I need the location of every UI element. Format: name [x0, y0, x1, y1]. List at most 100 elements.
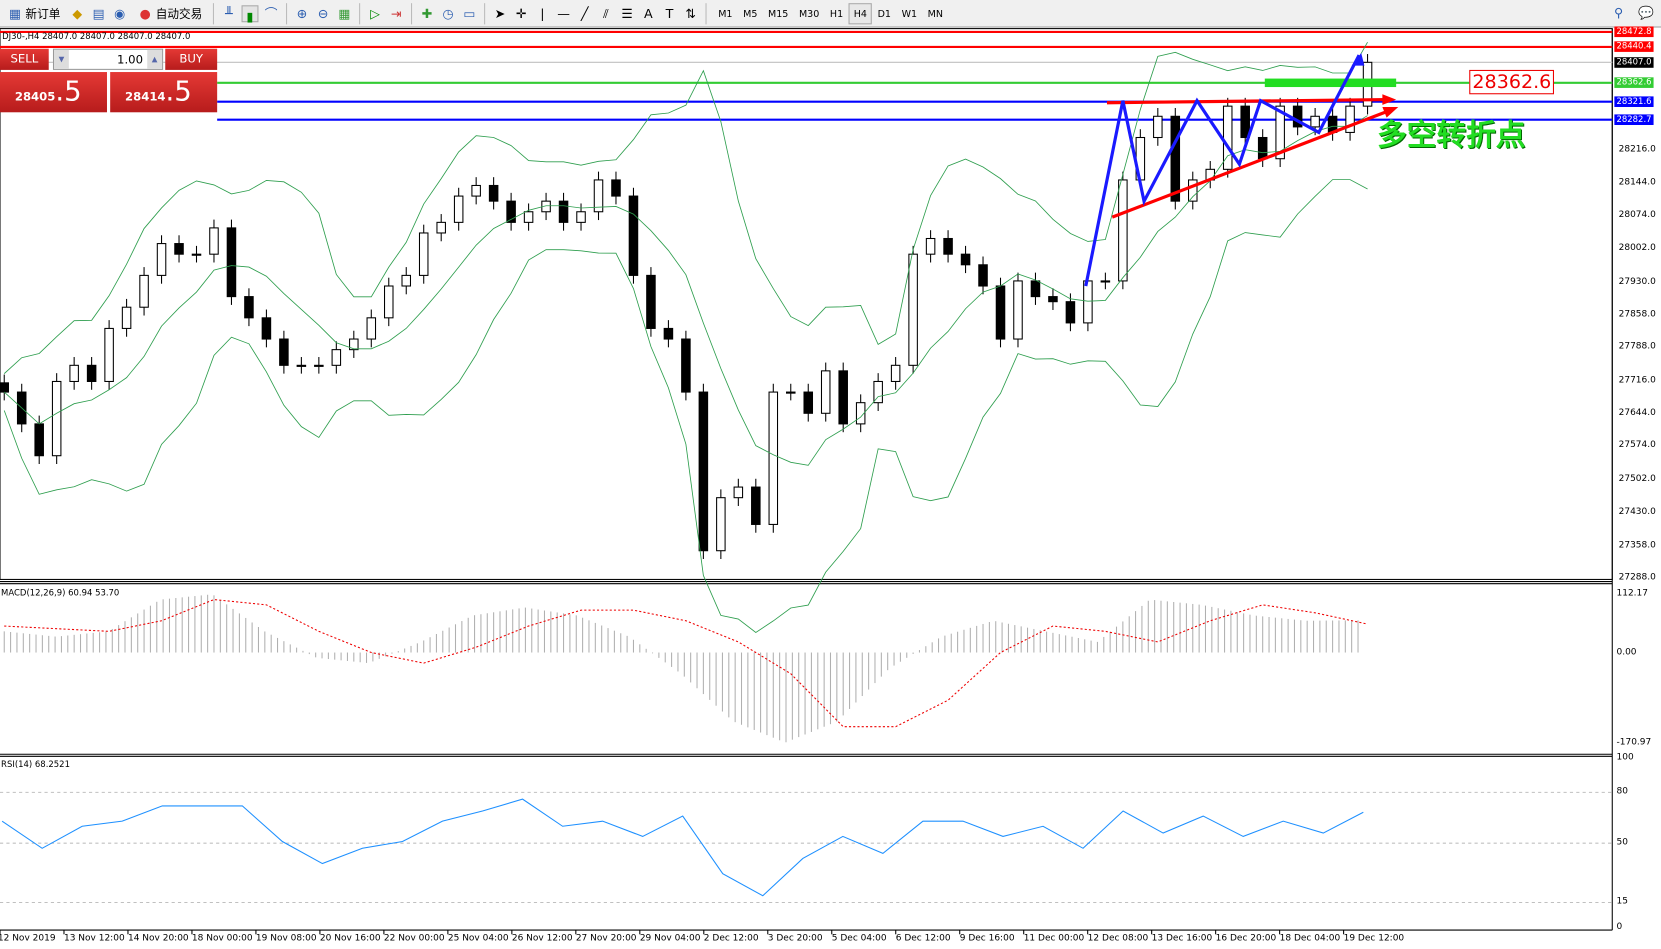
chart-shift-icon[interactable]: ⇥	[390, 5, 402, 21]
turning-point-annotation[interactable]: 多空转折点	[1377, 117, 1526, 153]
time-tick-label: 5 Dec 04:00	[831, 933, 887, 944]
timeframe-m30[interactable]: M30	[798, 9, 820, 20]
candle	[1170, 115, 1181, 202]
macd-tick-label: 112.17	[1616, 587, 1649, 599]
candle	[69, 364, 79, 382]
timeframe-h1[interactable]: H1	[829, 9, 844, 20]
fibonacci-icon[interactable]: ☰	[621, 5, 633, 21]
time-tick-label: 20 Nov 16:00	[319, 933, 381, 944]
price-tick-label: 27716.0	[1618, 374, 1656, 386]
auto-scroll-icon[interactable]: ▷	[370, 5, 380, 21]
equidistant-channel-icon[interactable]: ⫽	[603, 5, 609, 21]
sell-price[interactable]: 28405.5	[0, 72, 107, 113]
candle	[471, 184, 481, 197]
timeframe-m15[interactable]: M15	[767, 9, 789, 20]
time-tick-label: 6 Dec 12:00	[895, 933, 951, 944]
candle	[261, 317, 272, 340]
bollinger-band-u	[3, 41, 1368, 374]
timeframe-m1[interactable]: M1	[718, 9, 733, 20]
price-tick-label: 27574.0	[1618, 440, 1656, 451]
macd-tick-label: -170.97	[1616, 737, 1652, 749]
time-tick-label: 18 Nov 00:00	[191, 933, 253, 944]
new-order-button[interactable]: ▦ 新订单	[2, 2, 64, 25]
candle	[1310, 115, 1320, 128]
lot-size-input[interactable]: ▼ 1.00 ▲	[52, 48, 164, 70]
price-annotation-label[interactable]: 28362.6	[1469, 69, 1555, 95]
price-tick-label: 27788.0	[1618, 341, 1656, 353]
time-tick-label: 25 Nov 04:00	[447, 933, 509, 944]
candle	[139, 274, 149, 308]
price-tick-label: 27430.0	[1618, 506, 1656, 518]
crosshair-icon[interactable]: ✛	[515, 5, 527, 21]
line-chart-icon[interactable]: ⌒	[264, 5, 278, 21]
candle	[383, 285, 394, 319]
candle	[925, 237, 936, 255]
price-tick-label: 27930.0	[1618, 275, 1656, 287]
rsi-tick-label: 15	[1616, 896, 1628, 907]
candle	[191, 253, 202, 256]
timeframe-h4[interactable]: H4	[848, 2, 873, 24]
candle	[488, 184, 499, 202]
buy-button[interactable]: BUY	[165, 48, 218, 70]
vertical-line-icon[interactable]: |	[540, 5, 545, 21]
horizontal-line-icon[interactable]: —	[557, 5, 570, 21]
price-level-label: 28472.8	[1614, 26, 1654, 38]
chat-icon[interactable]: 💬	[1638, 5, 1655, 21]
candle	[366, 317, 377, 340]
divider	[411, 2, 413, 24]
price-tick-label: 27288.0	[1618, 572, 1656, 583]
search-icon[interactable]: ⚲	[1613, 5, 1624, 21]
timeframe-mn[interactable]: MN	[927, 9, 944, 20]
candle	[1065, 301, 1076, 324]
trendline-icon[interactable]: ╱	[580, 5, 589, 21]
candle	[1030, 280, 1041, 298]
candle	[716, 497, 726, 552]
price-level-label: 28282.7	[1614, 114, 1654, 125]
buy-price[interactable]: 28414.5	[110, 72, 218, 113]
candle	[978, 264, 988, 287]
lot-decrease-button[interactable]: ▼	[54, 49, 69, 69]
time-tick-label: 2 Dec 12:00	[703, 933, 759, 944]
time-tick-label: 29 Nov 04:00	[639, 933, 701, 944]
indicators-icon[interactable]: ✚	[421, 5, 433, 21]
timeframe-w1[interactable]: W1	[901, 9, 918, 20]
text-label-icon[interactable]: T	[665, 5, 674, 21]
time-tick-label: 13 Dec 16:00	[1151, 933, 1213, 944]
market-watch-icon[interactable]: ◆	[72, 5, 83, 21]
candle	[890, 364, 901, 382]
zoom-in-icon[interactable]: ⊕	[296, 5, 308, 21]
arrows-icon[interactable]: ⇅	[685, 5, 696, 21]
sell-button[interactable]: SELL	[0, 48, 49, 70]
cursor-icon[interactable]: ➤	[494, 5, 506, 21]
lot-increase-button[interactable]: ▲	[147, 49, 163, 69]
candle	[104, 327, 114, 382]
candle	[646, 274, 656, 329]
periods-icon[interactable]: ◷	[442, 5, 454, 21]
candle	[1188, 179, 1198, 202]
candle	[820, 370, 831, 414]
time-tick-label: 19 Dec 12:00	[1343, 933, 1405, 944]
candle	[786, 391, 796, 394]
candle	[698, 391, 709, 552]
templates-icon[interactable]: ▭	[463, 5, 476, 21]
price-level-label: 28440.4	[1614, 41, 1654, 53]
candlestick-icon[interactable]: ▮	[241, 4, 259, 24]
candle	[1013, 280, 1023, 340]
timeframe-m5[interactable]: M5	[743, 9, 758, 20]
navigator-icon[interactable]: ▤	[92, 5, 105, 21]
arrowhead	[1382, 106, 1399, 118]
auto-trading-button[interactable]: ● 自动交易	[132, 2, 206, 25]
candle	[768, 391, 779, 525]
candle	[506, 200, 516, 223]
rsi-tick-label: 0	[1616, 921, 1623, 933]
timeframe-d1[interactable]: D1	[877, 9, 891, 20]
zoom-out-icon[interactable]: ⊖	[317, 5, 329, 21]
bar-chart-icon[interactable]: ╨	[224, 5, 233, 21]
text-icon[interactable]: A	[643, 5, 653, 21]
time-tick-label: 14 Nov 20:00	[127, 933, 189, 944]
tile-windows-icon[interactable]: ▦	[338, 5, 351, 21]
signal-icon[interactable]: ◉	[114, 5, 126, 21]
arrowhead	[1351, 52, 1365, 66]
wave-path-arrow	[1084, 54, 1361, 287]
